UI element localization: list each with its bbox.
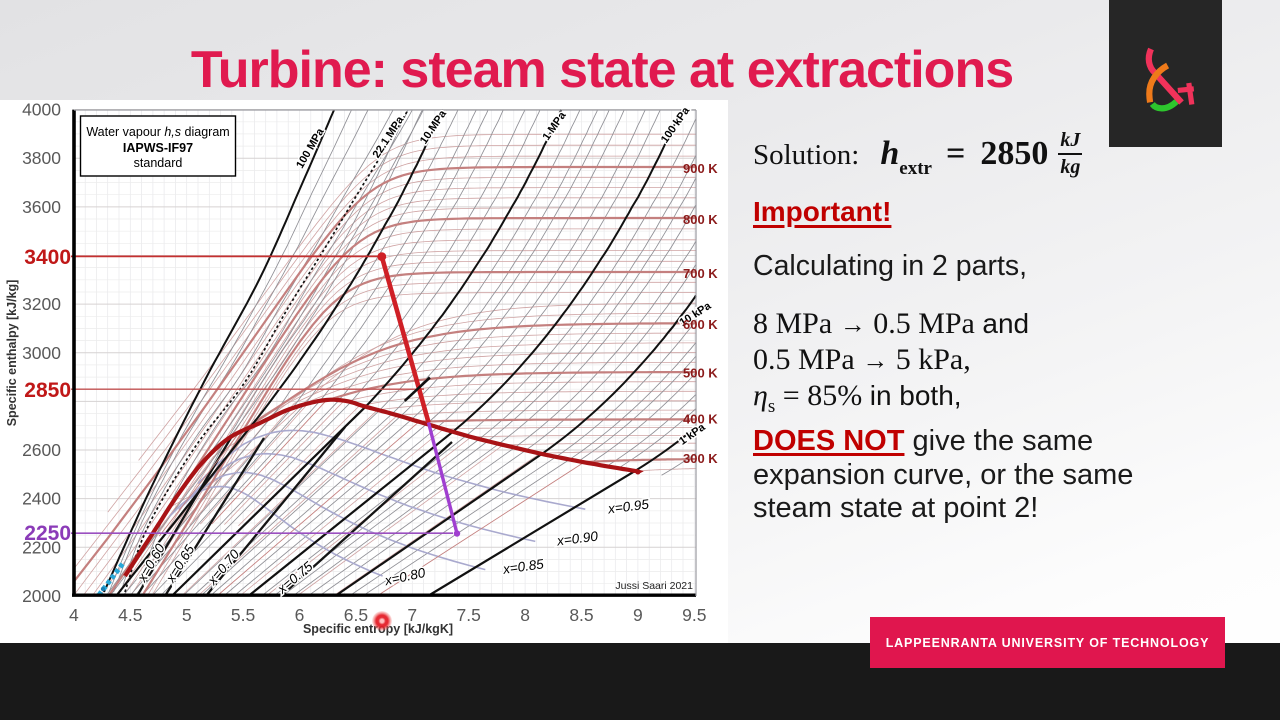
svg-text:2850: 2850 bbox=[24, 379, 71, 402]
svg-text:9: 9 bbox=[633, 605, 643, 625]
svg-text:7: 7 bbox=[407, 605, 417, 625]
svg-text:Specific enthalpy [kJ/kg]: Specific enthalpy [kJ/kg] bbox=[5, 280, 19, 427]
svg-text:4000: 4000 bbox=[22, 100, 61, 120]
svg-text:3800: 3800 bbox=[22, 148, 61, 168]
svg-text:9.5: 9.5 bbox=[682, 605, 706, 625]
svg-text:2000: 2000 bbox=[22, 586, 61, 606]
svg-text:2200: 2200 bbox=[22, 537, 61, 557]
svg-text:8.5: 8.5 bbox=[569, 605, 593, 625]
svg-text:2250: 2250 bbox=[24, 522, 71, 545]
svg-text:x=0.95: x=0.95 bbox=[606, 497, 650, 517]
svg-text:600 K: 600 K bbox=[683, 317, 718, 332]
svg-text:400 K: 400 K bbox=[683, 412, 718, 427]
svg-text:x=0.85: x=0.85 bbox=[501, 556, 545, 577]
svg-text:5: 5 bbox=[182, 605, 192, 625]
svg-text:3200: 3200 bbox=[22, 294, 61, 314]
svg-text:2600: 2600 bbox=[22, 440, 61, 460]
svg-text:6.5: 6.5 bbox=[344, 605, 368, 625]
svg-text:3000: 3000 bbox=[22, 343, 61, 363]
svg-text:8: 8 bbox=[520, 605, 530, 625]
svg-text:7.5: 7.5 bbox=[457, 605, 481, 625]
svg-text:4.5: 4.5 bbox=[118, 605, 142, 625]
svg-text:700 K: 700 K bbox=[683, 266, 718, 281]
svg-text:Water vapour h,s diagram: Water vapour h,s diagram bbox=[86, 125, 229, 139]
svg-text:Jussi Saari 2021: Jussi Saari 2021 bbox=[615, 580, 693, 592]
svg-text:3400: 3400 bbox=[24, 246, 71, 269]
svg-text:standard: standard bbox=[134, 156, 183, 170]
svg-text:x=0.90: x=0.90 bbox=[555, 529, 599, 549]
svg-text:3600: 3600 bbox=[22, 197, 61, 217]
svg-text:6: 6 bbox=[295, 605, 305, 625]
svg-text:5.5: 5.5 bbox=[231, 605, 255, 625]
svg-text:500 K: 500 K bbox=[683, 366, 718, 381]
svg-text:IAPWS-IF97: IAPWS-IF97 bbox=[123, 141, 193, 155]
svg-text:4: 4 bbox=[69, 605, 79, 625]
svg-text:800 K: 800 K bbox=[683, 212, 718, 227]
svg-text:900 K: 900 K bbox=[683, 161, 718, 176]
svg-text:2400: 2400 bbox=[22, 489, 61, 509]
svg-text:300 K: 300 K bbox=[683, 451, 718, 466]
